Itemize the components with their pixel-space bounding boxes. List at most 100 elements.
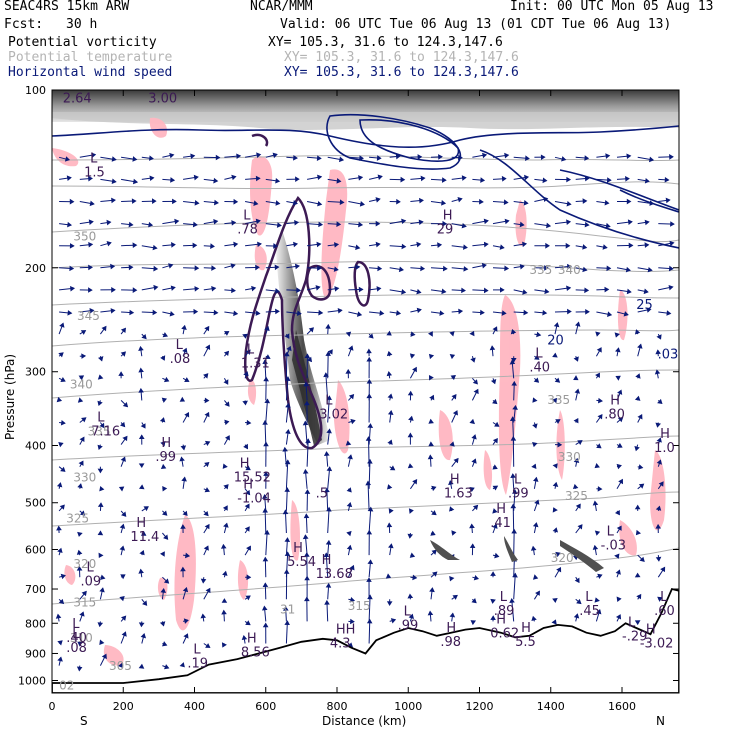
wind-vector-head xyxy=(203,545,209,551)
wind-vector-head xyxy=(634,572,641,578)
wind-vector-head xyxy=(224,435,230,441)
wind-vector-head xyxy=(451,530,457,536)
wind-vector-head xyxy=(635,529,642,536)
wind-vector-head xyxy=(408,613,414,620)
wind-vector-head xyxy=(55,613,62,619)
wind-vector-head xyxy=(274,264,280,271)
wind-vector-head xyxy=(395,310,402,316)
wind-vector-head xyxy=(379,310,385,316)
pv-contours xyxy=(244,133,371,450)
pv-extremum-mark: L xyxy=(193,642,201,657)
wind-vector-head xyxy=(576,598,582,605)
wind-vector-head xyxy=(552,352,558,358)
wind-vector-head xyxy=(78,375,85,381)
wind-vector-head xyxy=(138,622,145,628)
pv-extremum-value: -.03 xyxy=(601,538,626,553)
wind-vector-head xyxy=(469,418,475,425)
wind-vector-head xyxy=(438,154,443,160)
wind-vector-head xyxy=(346,502,353,508)
pv-extremum-mark: L xyxy=(535,347,543,362)
wind-vector-head xyxy=(153,284,159,291)
wind-vector-head xyxy=(325,351,331,356)
wind-vector-head xyxy=(470,357,476,363)
wind-vector-head xyxy=(552,598,558,603)
pv-extremum-mark: H xyxy=(646,623,656,638)
wind-vector-head xyxy=(524,174,530,181)
wind-vector-head xyxy=(81,353,87,359)
wind-vector-head xyxy=(604,286,610,293)
wind-vector-head xyxy=(355,244,361,250)
wind-vector-head xyxy=(88,241,94,248)
wind-vector-head xyxy=(387,484,393,490)
wind-vector-head xyxy=(200,613,207,619)
wind-vector-head xyxy=(626,153,632,160)
wind-vector-head xyxy=(572,483,579,490)
wind-vector-head xyxy=(523,309,529,316)
wind-vector-head xyxy=(441,177,447,183)
wind-vector-head xyxy=(110,308,116,314)
wind-vector-head xyxy=(97,444,103,451)
wind-vector-head xyxy=(479,198,484,205)
wind-vector-head xyxy=(655,422,661,428)
wind-vector-head xyxy=(77,531,83,537)
wind-vector-head xyxy=(263,441,269,447)
wind-vector-head xyxy=(481,262,487,269)
theta-label: 310 xyxy=(70,631,93,645)
x-axis-ticks: 0 200 400 600 800 1000 1200 1400 1600 xyxy=(49,90,636,713)
wind-vector-head xyxy=(614,332,621,338)
wind-vector-head xyxy=(180,445,187,451)
wind-vector-head xyxy=(88,219,94,225)
theta-label: 335 xyxy=(529,263,552,277)
wind-vector xyxy=(325,373,329,401)
wind-vector-head xyxy=(132,156,138,162)
wind-vector-head xyxy=(303,513,310,519)
x-tick-label: 1200 xyxy=(466,700,494,713)
wind-vector-head xyxy=(511,489,518,494)
pv-extremum-mark: L xyxy=(87,560,95,575)
wind-vector-head xyxy=(323,451,330,456)
wind-vector-head xyxy=(336,178,342,184)
wind-vector-head xyxy=(544,288,550,295)
wind-vector-head xyxy=(501,175,507,182)
north-end-label: N xyxy=(656,714,665,728)
wind-vector-head xyxy=(386,371,393,377)
fcst-value: 30 h xyxy=(66,17,98,32)
wind-vector-head xyxy=(316,155,322,161)
pv-extremum-value: 13.68 xyxy=(316,567,353,582)
wind-vector-head xyxy=(453,457,459,464)
wind-vector-head xyxy=(140,423,146,429)
wind-vector-head xyxy=(59,504,65,510)
wind-vector-head xyxy=(469,486,475,493)
wind-vector-head xyxy=(348,393,355,400)
wind-vector-head xyxy=(128,264,134,271)
wind-vector-head xyxy=(592,544,599,550)
wind-vector-head xyxy=(293,154,298,161)
wind-vector-head xyxy=(325,582,332,588)
wind-vector-head xyxy=(656,437,662,443)
wind-vector-head xyxy=(511,528,517,534)
pv-extremum-mark: H xyxy=(446,621,456,636)
wind-vector-head xyxy=(461,175,467,181)
wind-vector-head xyxy=(244,526,250,532)
pv-extremum-mark: L xyxy=(90,151,98,166)
wind-vector-head xyxy=(121,615,127,621)
wind-vector-head xyxy=(606,177,612,183)
wind-vector-head xyxy=(532,522,539,528)
wind-vector-head xyxy=(60,573,66,580)
wind-vector-head xyxy=(182,586,189,593)
y-axis-label: Pressure (hPa) xyxy=(3,354,17,440)
wind-vector-head xyxy=(614,510,620,516)
wind-vector-head xyxy=(552,527,559,533)
pv-extremum-value: 3.00 xyxy=(148,92,177,107)
wind-vector-head xyxy=(656,334,662,340)
pv-extremum-value: -1.04 xyxy=(237,492,271,507)
wind-vector-head xyxy=(118,371,124,376)
wind-vector-head xyxy=(643,288,649,295)
wind-vector xyxy=(285,352,288,379)
wind-vector-head xyxy=(213,218,219,225)
pv-extremum-value: .98 xyxy=(440,635,461,650)
wind-vector-head xyxy=(97,502,104,508)
wind-vector-head xyxy=(544,265,549,271)
wind-vector-head xyxy=(358,221,364,228)
